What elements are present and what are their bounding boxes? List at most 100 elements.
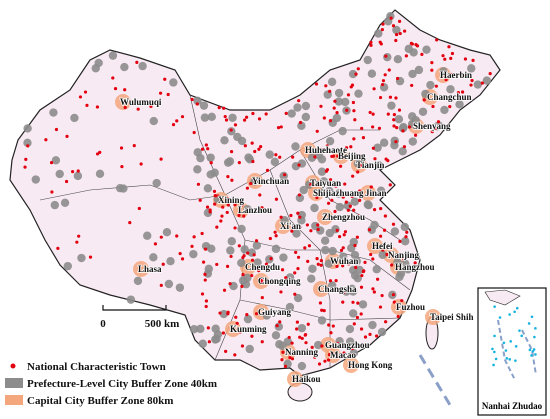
town — [350, 194, 354, 198]
prefecture-buffer — [206, 153, 215, 162]
town — [71, 170, 75, 174]
town — [394, 32, 399, 37]
prefecture-buffer — [345, 337, 355, 346]
town — [159, 157, 163, 161]
town — [212, 189, 217, 193]
town — [259, 145, 263, 149]
town — [274, 234, 278, 238]
city-label: Changsha — [318, 284, 357, 294]
town — [347, 262, 351, 266]
prefecture-buffer — [307, 274, 316, 283]
town — [327, 323, 331, 327]
town — [287, 335, 291, 340]
town — [245, 186, 250, 190]
town — [372, 290, 376, 294]
prefecture-buffer — [285, 302, 295, 312]
town — [339, 164, 343, 168]
prefecture-buffer — [368, 320, 377, 330]
prefecture-buffer — [314, 340, 323, 350]
town — [368, 332, 372, 336]
town — [352, 109, 356, 113]
town — [450, 72, 454, 77]
town — [407, 125, 412, 129]
prefecture-buffer — [393, 258, 402, 267]
prefecture-buffer — [345, 324, 355, 334]
town — [200, 147, 205, 151]
island — [508, 313, 511, 316]
town — [359, 312, 363, 316]
town — [223, 114, 227, 119]
prefecture-buffer — [55, 169, 64, 179]
prefecture-buffer — [199, 101, 209, 110]
town — [394, 140, 398, 144]
town — [353, 118, 357, 122]
prefecture-buffer — [482, 76, 492, 85]
town — [371, 146, 375, 150]
prefecture-buffer — [334, 88, 344, 98]
town — [123, 88, 127, 92]
prefecture-buffer — [392, 25, 401, 35]
town — [132, 144, 136, 148]
prefecture-buffer — [426, 80, 435, 90]
prefecture-buffer — [252, 241, 262, 250]
town — [284, 276, 288, 280]
island — [493, 334, 496, 338]
town — [379, 207, 383, 211]
town — [369, 185, 373, 189]
town — [65, 134, 69, 138]
town — [128, 221, 132, 225]
town — [320, 308, 324, 312]
town — [316, 223, 320, 227]
town — [344, 200, 348, 204]
town — [250, 258, 255, 262]
city-label: Lanzhou — [238, 205, 272, 215]
prefecture-buffer — [207, 244, 216, 253]
town — [200, 292, 205, 296]
prefecture-buffer — [237, 224, 246, 234]
prefecture-buffer — [321, 245, 330, 255]
town — [289, 213, 293, 218]
town — [75, 240, 79, 244]
china-outline — [9, 9, 501, 377]
town — [233, 226, 237, 230]
prefecture-buffer — [372, 265, 381, 274]
town — [351, 100, 356, 105]
town — [330, 198, 334, 202]
town — [83, 90, 88, 94]
town — [260, 206, 264, 210]
town — [402, 257, 406, 261]
legend-capital-symbol — [5, 395, 23, 405]
town — [448, 105, 452, 109]
legend: National Characteristic Town Prefecture-… — [5, 361, 217, 407]
town — [54, 127, 59, 132]
town — [405, 230, 409, 234]
town — [398, 239, 402, 243]
town — [361, 136, 366, 140]
town — [315, 257, 319, 261]
town — [356, 170, 360, 174]
town — [119, 146, 124, 150]
town — [355, 235, 359, 239]
town — [280, 358, 284, 362]
town — [221, 331, 226, 335]
town — [431, 104, 435, 109]
legend-prefecture: Prefecture-Level City Buffer Zone 40km — [27, 378, 217, 390]
town — [234, 201, 238, 205]
town — [355, 315, 360, 320]
town — [226, 203, 230, 207]
town — [284, 111, 288, 115]
town — [137, 206, 141, 211]
city-label: Haikou — [292, 374, 321, 384]
town — [215, 225, 219, 229]
town — [149, 104, 153, 109]
town — [378, 305, 383, 309]
town — [371, 257, 375, 261]
town — [333, 209, 337, 214]
town — [359, 163, 363, 167]
prefecture-buffer — [152, 178, 161, 188]
prefecture-buffer — [377, 327, 387, 337]
prefecture-buffer — [328, 246, 337, 256]
town — [200, 231, 204, 236]
town — [357, 214, 361, 218]
town — [449, 56, 453, 60]
